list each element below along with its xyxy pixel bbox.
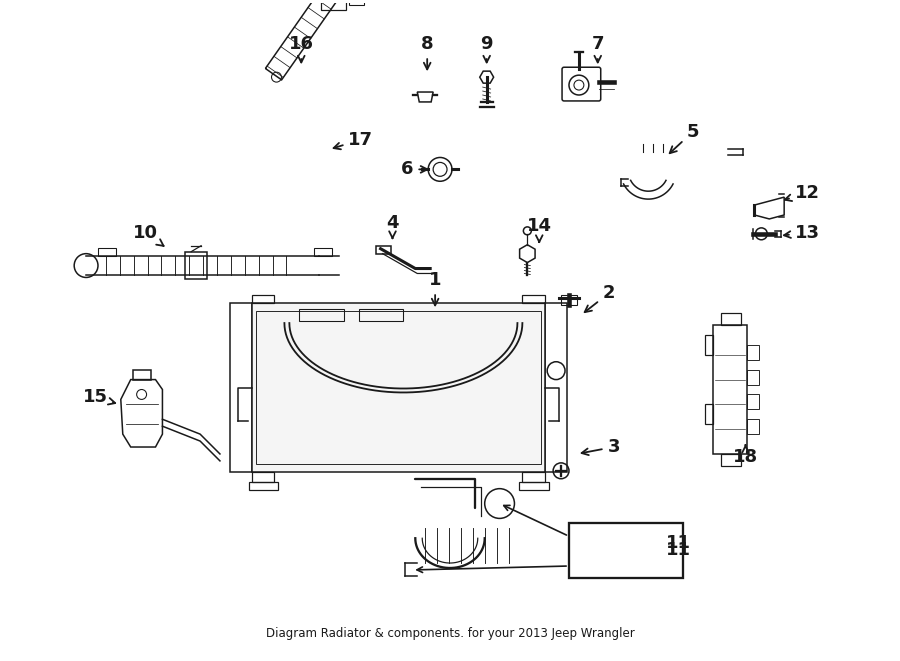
Text: 5: 5	[670, 123, 699, 153]
Text: 15: 15	[83, 389, 115, 407]
Text: Diagram Radiator & components. for your 2013 Jeep Wrangler: Diagram Radiator & components. for your …	[266, 627, 634, 641]
Text: 16: 16	[289, 36, 314, 62]
Text: 9: 9	[481, 36, 493, 62]
Text: 18: 18	[733, 445, 758, 466]
Bar	[314, 248, 332, 256]
Text: 17: 17	[334, 131, 373, 149]
Bar	[545, 303, 567, 472]
Bar	[705, 405, 713, 424]
Text: 3: 3	[581, 438, 620, 456]
Text: 2: 2	[585, 284, 615, 312]
Text: 12: 12	[785, 184, 820, 202]
Bar	[252, 303, 545, 472]
Bar	[748, 345, 760, 360]
Bar	[713, 325, 748, 454]
Bar	[300, 309, 344, 321]
Text: 10: 10	[133, 224, 164, 246]
Bar	[748, 419, 760, 434]
Bar	[519, 482, 549, 490]
Bar	[705, 335, 713, 355]
Bar	[132, 369, 150, 379]
Bar	[185, 252, 207, 280]
Bar	[359, 309, 403, 321]
Text: 7: 7	[591, 36, 604, 62]
Bar	[522, 295, 545, 303]
Text: 4: 4	[386, 214, 399, 238]
Text: 11: 11	[666, 541, 690, 559]
Text: 8: 8	[421, 36, 434, 69]
Bar	[748, 395, 760, 409]
Bar	[721, 313, 741, 325]
Bar	[98, 248, 116, 256]
Bar	[748, 369, 760, 385]
Bar	[522, 472, 545, 482]
Bar	[230, 303, 252, 472]
Bar	[252, 472, 274, 482]
Text: 13: 13	[784, 224, 820, 242]
Text: 6: 6	[401, 161, 428, 178]
Bar	[256, 311, 541, 464]
Bar	[561, 295, 577, 305]
Bar	[375, 246, 391, 254]
Bar	[721, 454, 741, 466]
Text: 14: 14	[526, 217, 552, 242]
Bar	[248, 482, 278, 490]
Bar	[252, 295, 274, 303]
Text: 11: 11	[666, 534, 690, 552]
Text: 1: 1	[429, 272, 441, 305]
Bar	[569, 524, 683, 578]
